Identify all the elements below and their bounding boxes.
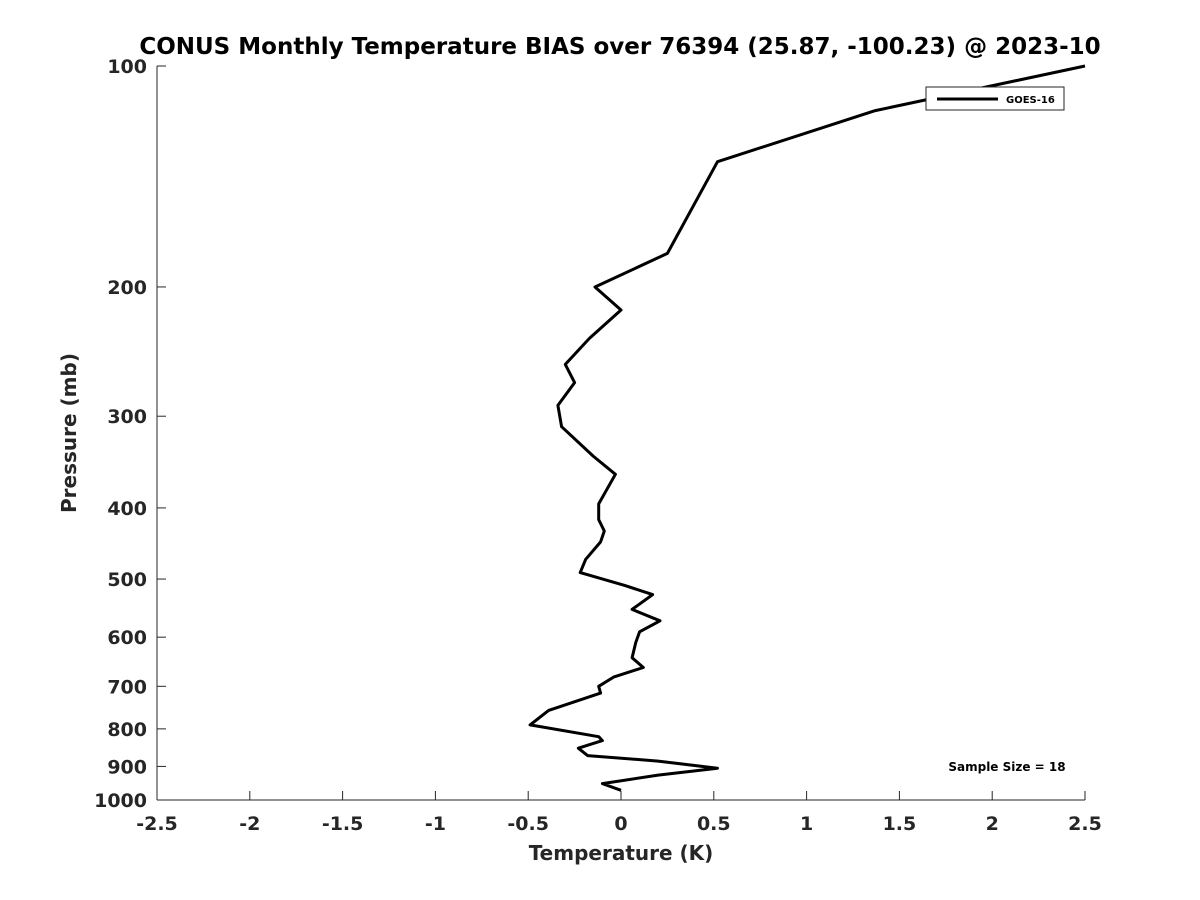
x-tick-label: -2.5	[136, 813, 178, 835]
y-axis-label: Pressure (mb)	[57, 353, 81, 513]
y-tick-label: 700	[107, 676, 147, 698]
y-tick-label: 500	[107, 569, 147, 591]
x-tick-label: -1	[425, 813, 446, 835]
sample-size-annotation: Sample Size = 18	[948, 760, 1065, 774]
x-tick-label: -0.5	[507, 813, 549, 835]
x-ticks: -2.5 -2 -1.5 -1 -0.5 0 0.5 1 1.5 2 2.5	[136, 791, 1102, 835]
x-axis-label: Temperature (K)	[529, 841, 714, 865]
y-tick-label: 100	[107, 56, 147, 78]
y-tick-label: 600	[107, 627, 147, 649]
plot-area: -2.5 -2 -1.5 -1 -0.5 0 0.5 1 1.5 2 2.5 100 200 300 40…	[94, 56, 1102, 835]
x-tick-label: 2.5	[1068, 813, 1102, 835]
legend-label-goes-16: GOES-16	[1006, 95, 1055, 106]
x-tick-label: 0	[614, 813, 627, 835]
y-ticks: 100 200 300 400 500 600 700 800 900 1000	[94, 56, 166, 812]
x-tick-label: -1.5	[322, 813, 364, 835]
legend: GOES-16	[925, 86, 1065, 111]
x-tick-label: -2	[239, 813, 260, 835]
y-tick-label: 400	[107, 498, 147, 520]
series-line-goes-16	[528, 64, 1086, 792]
y-tick-label: 200	[107, 277, 147, 299]
x-tick-label: 2	[986, 813, 999, 835]
y-tick-label: 800	[107, 719, 147, 741]
x-tick-label: 0.5	[697, 813, 731, 835]
chart-title: CONUS Monthly Temperature BIAS over 7639…	[139, 34, 1100, 60]
x-tick-label: 1.5	[883, 813, 917, 835]
series-group	[528, 64, 1086, 792]
y-tick-label: 300	[107, 406, 147, 428]
y-tick-label: 900	[107, 756, 147, 778]
y-tick-label: 1000	[94, 790, 147, 812]
x-tick-label: 1	[800, 813, 813, 835]
